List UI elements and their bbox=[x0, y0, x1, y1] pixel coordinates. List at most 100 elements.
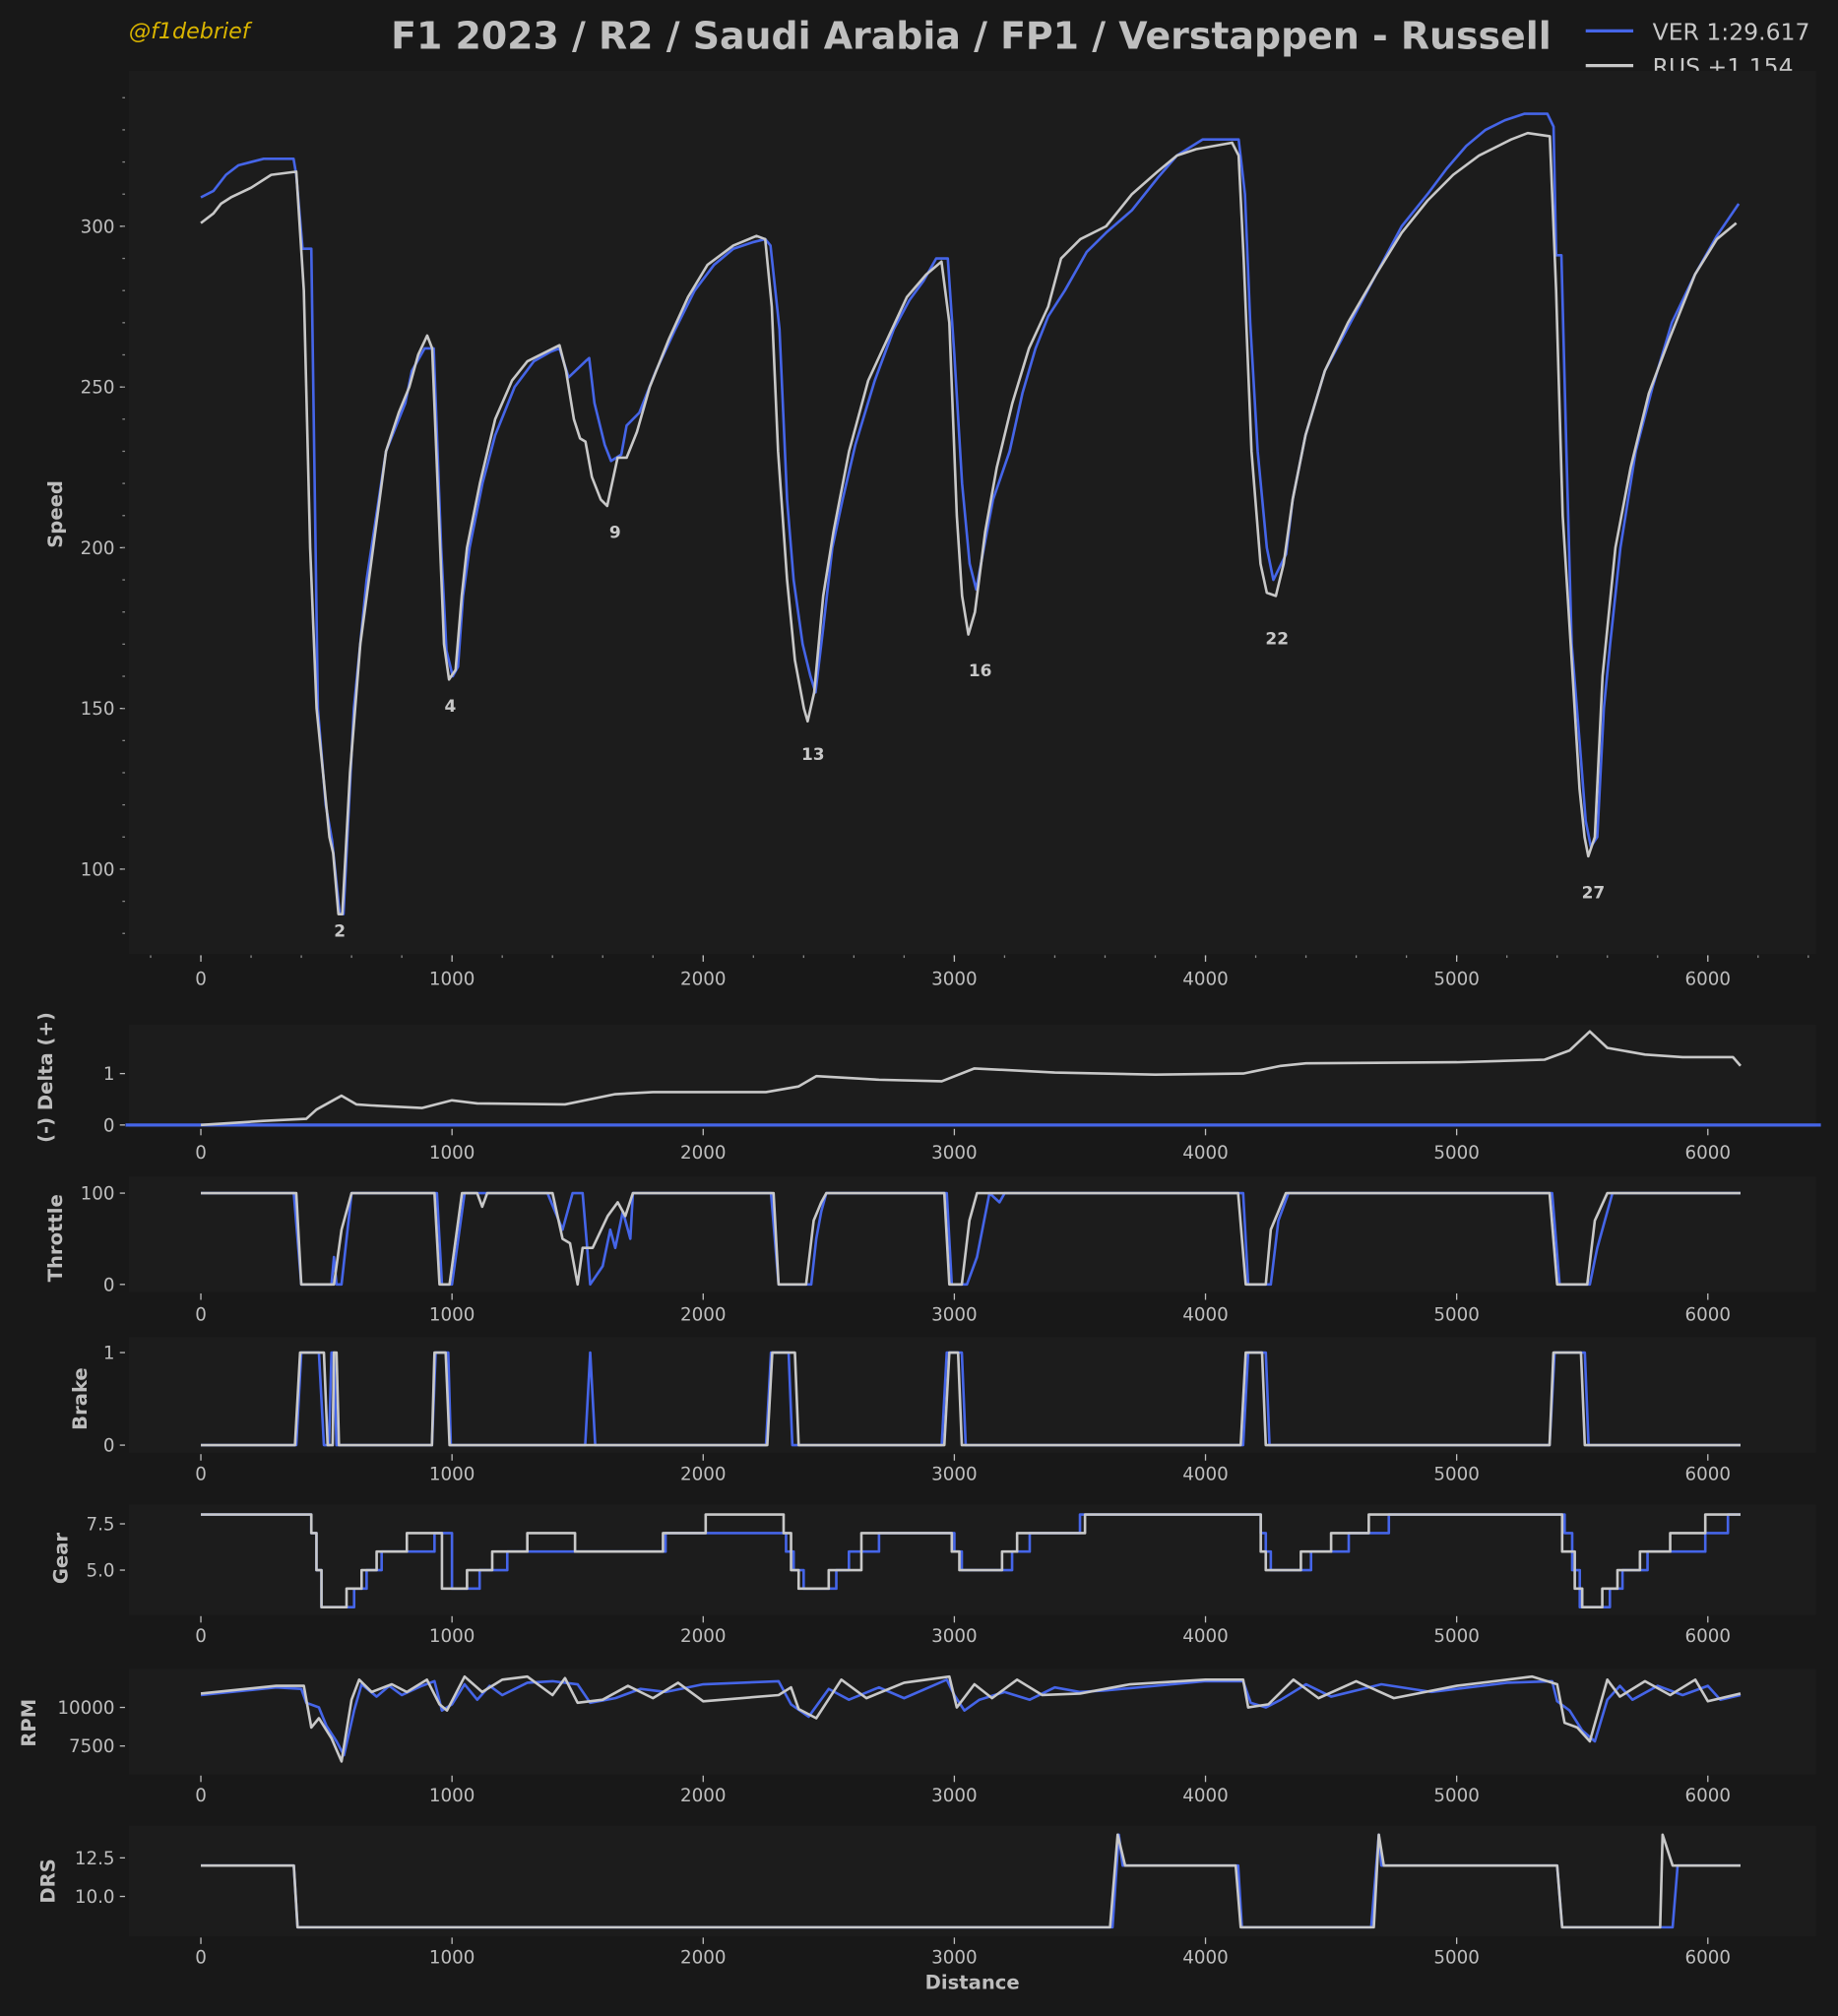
speed-x-tick-label: 2000 bbox=[680, 969, 727, 989]
watermark: @f1debrief bbox=[129, 19, 253, 44]
drs-plot-area bbox=[128, 1825, 1816, 1937]
gear-line-rus bbox=[201, 1513, 1741, 1608]
delta-y-tick-label: 1 bbox=[103, 1064, 115, 1085]
brake-y-tick-label: 0 bbox=[103, 1436, 115, 1457]
brake-x-tick-label: 1000 bbox=[429, 1464, 475, 1484]
legend-label-ver: VER 1:29.617 bbox=[1653, 18, 1810, 45]
speed-line-rus bbox=[200, 131, 1738, 915]
delta-x-tick-label: 6000 bbox=[1685, 1143, 1732, 1164]
rpm-x-tick-label: 3000 bbox=[931, 1786, 978, 1806]
throttle-x-tick-label: 6000 bbox=[1685, 1304, 1732, 1325]
brake-x-tick-label: 4000 bbox=[1182, 1464, 1229, 1484]
delta-x-tick-label: 5000 bbox=[1433, 1143, 1480, 1164]
drs-x-tick-label: 0 bbox=[195, 1947, 207, 1968]
speed-y-tick-label: 100 bbox=[81, 859, 115, 880]
corner-label: 2 bbox=[334, 922, 346, 942]
rpm-x-tick-label: 4000 bbox=[1182, 1786, 1229, 1806]
drs-y-axis-label: DRS bbox=[36, 1858, 59, 1903]
speed-y-tick-label: 200 bbox=[81, 538, 115, 559]
speed-y-axis-label: Speed bbox=[44, 480, 67, 548]
gear-x-tick-label: 2000 bbox=[680, 1626, 727, 1647]
corner-label: 9 bbox=[609, 524, 621, 543]
gear-panel: Gear 5.0 7.5 0 1000 2000 3000 4000 5000 6000 bbox=[49, 1504, 1816, 1647]
rpm-x-tick-label: 1000 bbox=[429, 1786, 475, 1806]
corner-label: 4 bbox=[444, 697, 456, 717]
rpm-line-rus bbox=[200, 1674, 1742, 1763]
drs-x-tick-label: 6000 bbox=[1685, 1947, 1732, 1968]
brake-y-tick-label: 1 bbox=[103, 1344, 115, 1364]
corner-label: 27 bbox=[1582, 883, 1606, 903]
rpm-y-tick-label: 7500 bbox=[69, 1736, 115, 1757]
throttle-y-axis-label: Throttle bbox=[44, 1194, 67, 1282]
throttle-y-tick-label: 0 bbox=[103, 1275, 115, 1295]
throttle-x-tick-label: 0 bbox=[195, 1304, 207, 1325]
rpm-y-axis-label: RPM bbox=[18, 1699, 40, 1747]
delta-x-tick-label: 0 bbox=[195, 1143, 207, 1164]
speed-y-tick-label: 300 bbox=[81, 217, 115, 237]
delta-x-tick-label: 1000 bbox=[429, 1143, 475, 1164]
delta-x-tick-label: 2000 bbox=[680, 1143, 727, 1164]
delta-x-tick-label: 4000 bbox=[1182, 1143, 1229, 1164]
rpm-plot-area bbox=[128, 1669, 1816, 1775]
gear-y-tick-label: 7.5 bbox=[86, 1515, 114, 1536]
brake-x-tick-label: 6000 bbox=[1685, 1464, 1732, 1484]
corner-label: 22 bbox=[1265, 629, 1289, 649]
gear-y-tick-label: 5.0 bbox=[86, 1561, 114, 1582]
drs-x-tick-label: 1000 bbox=[429, 1947, 475, 1968]
drs-y-tick-label: 12.5 bbox=[75, 1849, 115, 1869]
speed-x-tick-label: 6000 bbox=[1685, 969, 1732, 989]
throttle-y-tick-label: 100 bbox=[81, 1184, 115, 1205]
drs-x-tick-label: 4000 bbox=[1182, 1947, 1229, 1968]
gear-x-tick-label: 1000 bbox=[429, 1626, 475, 1647]
brake-plot-area bbox=[128, 1337, 1816, 1453]
corner-label: 16 bbox=[969, 662, 992, 681]
speed-x-tick-label: 1000 bbox=[429, 969, 475, 989]
brake-x-tick-label: 3000 bbox=[931, 1464, 978, 1484]
speed-y-tick-label: 150 bbox=[81, 699, 115, 720]
gear-plot-area bbox=[128, 1504, 1816, 1615]
brake-panel: Brake 0 1 0 1000 2000 3000 4000 5000 6000 bbox=[69, 1337, 1816, 1484]
drs-x-tick-label: 2000 bbox=[680, 1947, 727, 1968]
rpm-x-tick-label: 6000 bbox=[1685, 1786, 1732, 1806]
delta-plot-area bbox=[128, 1024, 1816, 1128]
delta-panel: (-) Delta (+) 0 1 0 1000 2000 3000 4000 5000 6000 bbox=[34, 1012, 1821, 1164]
speed-plot-area bbox=[128, 70, 1816, 955]
drs-line-rus bbox=[201, 1833, 1741, 1929]
throttle-x-tick-label: 5000 bbox=[1433, 1304, 1480, 1325]
speed-line-ver bbox=[200, 112, 1741, 915]
speed-x-tick-label: 0 bbox=[195, 969, 207, 989]
gear-x-tick-label: 5000 bbox=[1433, 1626, 1480, 1647]
throttle-x-tick-label: 4000 bbox=[1182, 1304, 1229, 1325]
throttle-x-tick-label: 3000 bbox=[931, 1304, 978, 1325]
throttle-x-tick-label: 1000 bbox=[429, 1304, 475, 1325]
brake-x-tick-label: 0 bbox=[195, 1464, 207, 1484]
speed-x-tick-label: 4000 bbox=[1182, 969, 1229, 989]
drs-y-tick-label: 10.0 bbox=[75, 1887, 115, 1908]
rpm-y-tick-label: 10000 bbox=[57, 1698, 114, 1719]
rpm-panel: RPM 7500 10000 0 1000 2000 3000 4000 5000 6000 bbox=[18, 1669, 1816, 1806]
gear-x-tick-label: 3000 bbox=[931, 1626, 978, 1647]
gear-x-tick-label: 4000 bbox=[1182, 1626, 1229, 1647]
rpm-x-tick-label: 0 bbox=[195, 1786, 207, 1806]
drs-x-tick-label: 3000 bbox=[931, 1947, 978, 1968]
speed-x-tick-label: 5000 bbox=[1433, 969, 1480, 989]
drs-panel: DRS 10.0 12.5 0 1000 2000 3000 4000 5000 6000 Dist… bbox=[36, 1825, 1816, 1994]
gear-y-axis-label: Gear bbox=[49, 1533, 72, 1585]
brake-line-rus bbox=[201, 1351, 1741, 1447]
delta-x-tick-label: 3000 bbox=[931, 1143, 978, 1164]
gear-x-tick-label: 0 bbox=[195, 1626, 207, 1647]
rpm-x-tick-label: 2000 bbox=[680, 1786, 727, 1806]
delta-line-rus bbox=[200, 1030, 1742, 1127]
throttle-line-rus bbox=[201, 1191, 1741, 1287]
speed-y-tick-label: 250 bbox=[81, 378, 115, 399]
chart-title: F1 2023 / R2 / Saudi Arabia / FP1 / Vers… bbox=[391, 15, 1552, 58]
delta-y-tick-label: 0 bbox=[103, 1115, 115, 1136]
drs-x-tick-label: 5000 bbox=[1433, 1947, 1480, 1968]
brake-x-tick-label: 5000 bbox=[1433, 1464, 1480, 1484]
brake-y-axis-label: Brake bbox=[69, 1367, 92, 1430]
speed-x-tick-label: 3000 bbox=[931, 969, 978, 989]
drs-x-axis-label: Distance bbox=[925, 1972, 1020, 1994]
